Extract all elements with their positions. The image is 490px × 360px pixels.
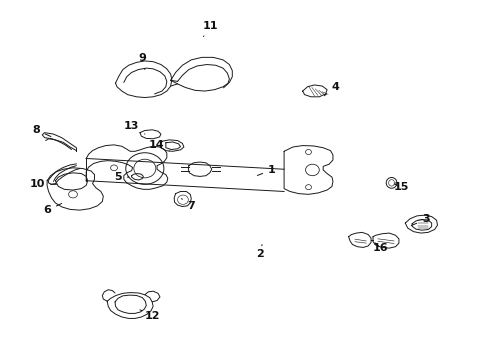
- Text: 2: 2: [256, 244, 264, 258]
- Text: 8: 8: [32, 125, 51, 136]
- Text: 5: 5: [114, 172, 129, 182]
- Text: 3: 3: [411, 215, 430, 226]
- Text: 12: 12: [140, 310, 160, 320]
- Text: 13: 13: [124, 121, 145, 134]
- Text: 14: 14: [148, 140, 169, 151]
- Text: 16: 16: [373, 243, 389, 253]
- Text: 11: 11: [203, 21, 219, 37]
- Text: 7: 7: [181, 199, 195, 211]
- Text: 15: 15: [393, 182, 409, 192]
- Text: 9: 9: [139, 53, 147, 69]
- Text: 1: 1: [257, 165, 276, 175]
- Text: 4: 4: [324, 82, 340, 96]
- Text: 10: 10: [30, 179, 56, 189]
- Text: 6: 6: [43, 203, 62, 216]
